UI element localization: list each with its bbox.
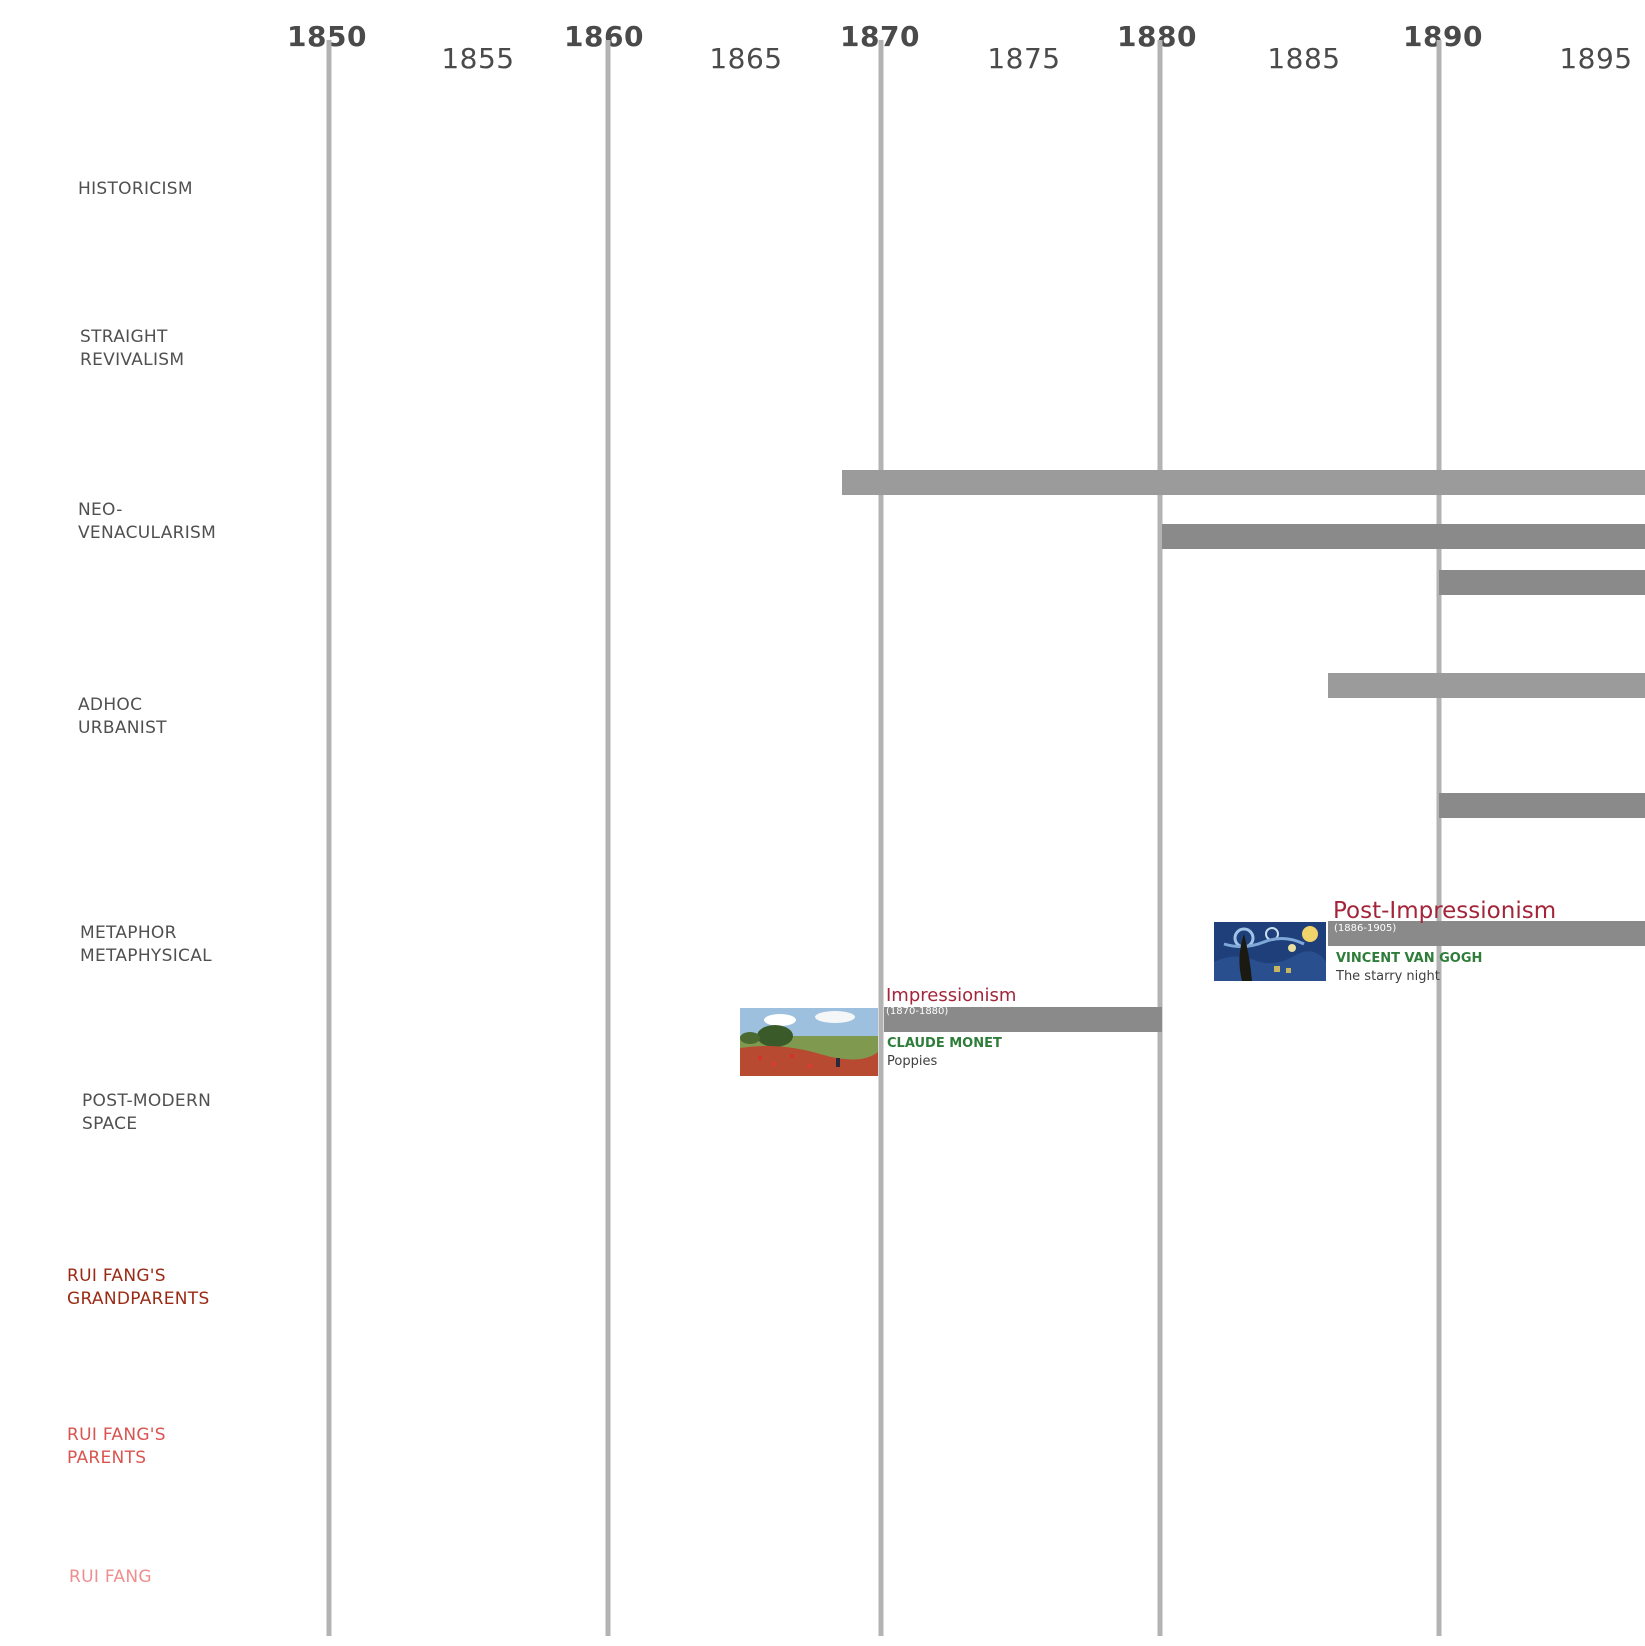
gridline-1890	[1436, 40, 1442, 1636]
artist-name: CLAUDE MONET	[887, 1036, 1002, 1051]
gridline-1880	[1157, 40, 1163, 1636]
row-label-adhoc-urbanist: ADHOC URBANIST	[78, 695, 167, 738]
year-label-1875: 1875	[987, 42, 1061, 75]
row-label-metaphor-metaphysical: METAPHOR METAPHYSICAL	[80, 923, 212, 966]
gridline-1860	[605, 40, 611, 1636]
gridline-1850	[326, 40, 332, 1636]
year-label-1855: 1855	[441, 42, 515, 75]
artist-name: VINCENT VAN GOGH	[1336, 951, 1483, 966]
movement-dates: (1870-1880)	[886, 1006, 949, 1017]
movement-dates: (1886-1905)	[1334, 923, 1397, 934]
row-label-historicism: HISTORICISM	[78, 179, 193, 199]
timeline-bar	[1439, 570, 1645, 595]
timeline-bar	[1328, 673, 1645, 698]
artwork-title: Poppies	[887, 1054, 938, 1069]
year-label-1885: 1885	[1267, 42, 1341, 75]
row-label-neo-venacularism: NEO- VENACULARISM	[78, 500, 217, 543]
artwork-title: The starry night	[1336, 969, 1440, 984]
year-label-1865: 1865	[709, 42, 783, 75]
year-label-1890: 1890	[1403, 20, 1483, 53]
timeline-bar	[1439, 793, 1645, 818]
movement-title: Post-Impressionism	[1333, 898, 1557, 924]
timeline-bar	[842, 470, 1645, 495]
row-label-straight-revivalism: STRAIGHT REVIVALISM	[80, 327, 185, 370]
timeline-bar	[1162, 524, 1645, 549]
row-label-parents: RUI FANG'S PARENTS	[67, 1425, 166, 1468]
poppies-painting	[740, 1008, 878, 1076]
year-label-1895: 1895	[1559, 42, 1633, 75]
starry-night-painting	[1214, 922, 1326, 981]
movement-title: Impressionism	[886, 985, 1017, 1006]
post-impressionism-bar	[1328, 921, 1645, 946]
impressionism-bar	[884, 1007, 1162, 1032]
row-label-rui-fang: RUI FANG	[69, 1567, 152, 1587]
row-label-post-modern-space: POST-MODERN SPACE	[82, 1091, 212, 1134]
row-label-grandparents: RUI FANG'S GRANDPARENTS	[67, 1266, 210, 1309]
year-label-1880: 1880	[1117, 20, 1197, 53]
gridline-1870	[878, 40, 884, 1636]
year-label-1860: 1860	[564, 20, 644, 53]
